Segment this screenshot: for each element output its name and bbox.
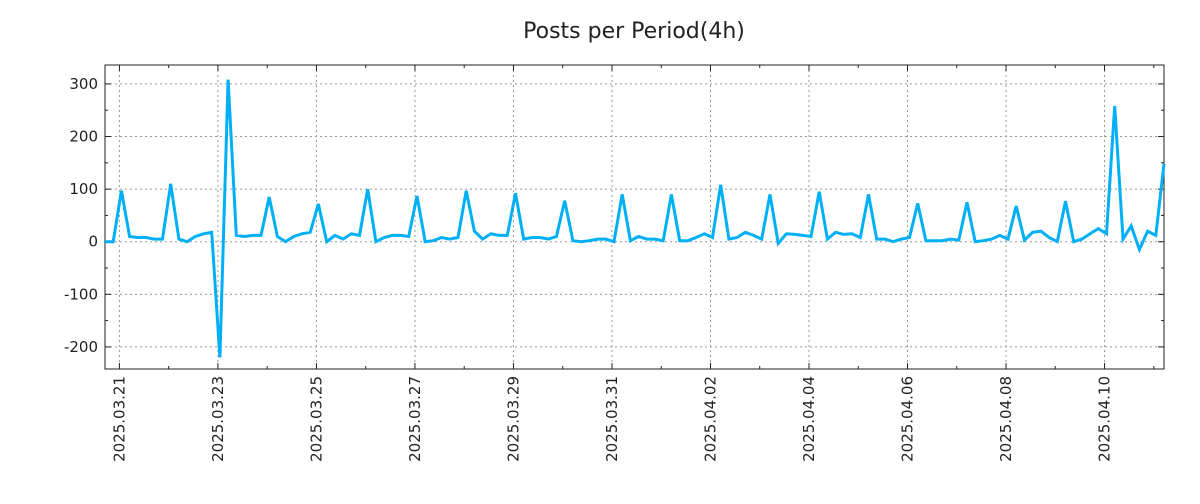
x-tick-label: 2025.03.27 xyxy=(406,376,424,462)
x-tick-label: 2025.04.06 xyxy=(899,376,917,462)
x-tick-label: 2025.03.29 xyxy=(504,376,522,462)
y-tick-label: 100 xyxy=(69,180,98,198)
x-tick-label: 2025.03.23 xyxy=(209,376,227,462)
posts-series-line xyxy=(105,80,1164,358)
x-tick-label: 2025.03.31 xyxy=(603,376,621,462)
x-tick-label: 2025.04.04 xyxy=(800,376,818,462)
series-layer xyxy=(105,80,1164,358)
x-tick-label: 2025.03.25 xyxy=(307,376,325,462)
y-tick-label: 200 xyxy=(69,128,98,146)
x-tick-label: 2025.04.02 xyxy=(701,376,719,462)
x-tick-label: 2025.04.10 xyxy=(1096,376,1114,462)
x-tick-label: 2025.04.08 xyxy=(997,376,1015,462)
y-tick-label: 0 xyxy=(88,233,98,251)
y-tick-label: 300 xyxy=(69,75,98,93)
y-tick-label: -100 xyxy=(64,285,98,303)
y-tick-label: -200 xyxy=(64,338,98,356)
chart-title: Posts per Period(4h) xyxy=(523,19,745,44)
x-tick-label: 2025.03.21 xyxy=(110,376,128,462)
